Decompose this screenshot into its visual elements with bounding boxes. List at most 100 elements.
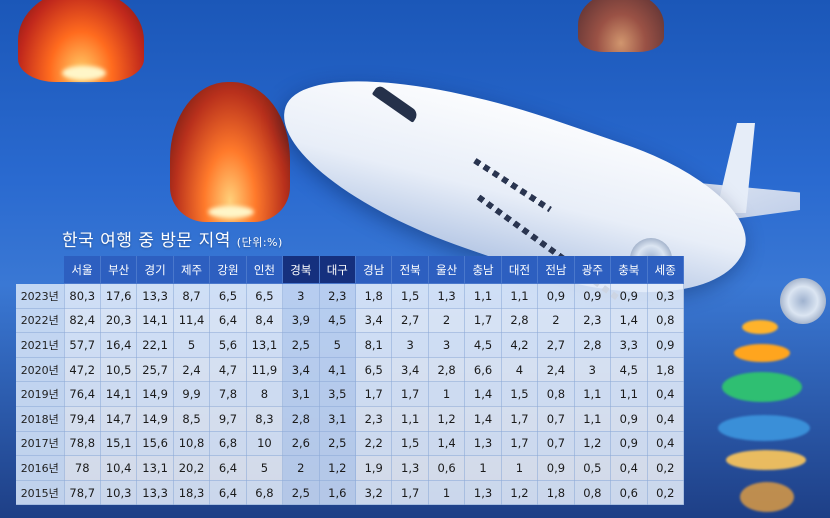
engine-icon — [780, 278, 826, 324]
value-cell: 18,3 — [173, 480, 211, 506]
value-cell: 47,2 — [64, 357, 101, 383]
value-cell: 2,8 — [574, 332, 612, 358]
value-cell: 8,7 — [173, 283, 211, 309]
value-cell: 3 — [428, 332, 466, 358]
value-cell: 3,2 — [355, 480, 393, 506]
column-header-9: 전북 — [391, 256, 429, 284]
value-cell: 1,2 — [319, 455, 357, 481]
value-cell: 2,4 — [173, 357, 211, 383]
value-cell: 1,9 — [355, 455, 393, 481]
value-cell: 0,9 — [647, 332, 684, 358]
value-cell: 1,8 — [537, 480, 575, 506]
visit-region-table: 서울 부산 경기 제주 강원 인천 경북 대구 경남 전북 울산 충남 대전 전남 광주 충북 세종 2023년… — [16, 256, 684, 506]
value-cell: 0,2 — [647, 480, 684, 506]
value-cell: 1 — [428, 381, 466, 407]
value-cell: 14,9 — [136, 381, 174, 407]
column-header-5: 인천 — [246, 256, 284, 284]
value-cell: 16,4 — [100, 332, 138, 358]
table-row: 2018년 79,4 14,7 14,9 8,5 9,7 8,3 2,8 3,1 2,3 1,1 1,… — [16, 406, 684, 432]
airplane-illustration — [261, 8, 826, 335]
value-cell: 1,6 — [319, 480, 357, 506]
value-cell: 10,5 — [100, 357, 138, 383]
value-cell: 2,3 — [319, 283, 357, 309]
value-cell: 0,9 — [610, 431, 648, 457]
column-header-8: 경남 — [355, 256, 393, 284]
value-cell: 2,4 — [537, 357, 575, 383]
value-cell: 0,2 — [647, 455, 684, 481]
value-cell: 7,8 — [209, 381, 247, 407]
tower-light — [742, 320, 778, 334]
column-header-0: 서울 — [64, 256, 101, 284]
value-cell: 57,7 — [64, 332, 101, 358]
value-cell: 6,4 — [209, 308, 247, 334]
value-cell: 1,1 — [610, 381, 648, 407]
value-cell: 1,1 — [501, 283, 539, 309]
value-cell: 1,1 — [574, 406, 612, 432]
value-cell: 20,3 — [100, 308, 138, 334]
lantern-flame-icon — [62, 66, 106, 80]
column-header-11: 충남 — [464, 256, 502, 284]
value-cell: 4 — [501, 357, 539, 383]
column-header-4: 강원 — [209, 256, 247, 284]
column-header-3: 제주 — [173, 256, 211, 284]
value-cell: 2,3 — [355, 406, 393, 432]
value-cell: 0,4 — [647, 406, 684, 432]
table-header: 서울 부산 경기 제주 강원 인천 경북 대구 경남 전북 울산 충남 대전 전남 광주 충북 세종 — [16, 256, 684, 284]
value-cell: 1,4 — [610, 308, 648, 334]
value-cell: 3,4 — [282, 357, 320, 383]
value-cell: 1,5 — [391, 431, 429, 457]
value-cell: 0,6 — [610, 480, 648, 506]
chart-title: 한국 여행 중 방문 지역 (단위:%) — [62, 226, 283, 251]
value-cell: 1,1 — [464, 283, 502, 309]
value-cell: 25,7 — [136, 357, 174, 383]
value-cell: 1,3 — [428, 283, 466, 309]
value-cell: 8,1 — [355, 332, 393, 358]
value-cell: 10,4 — [100, 455, 138, 481]
value-cell: 14,7 — [100, 406, 138, 432]
value-cell: 3,9 — [282, 308, 320, 334]
value-cell: 1,2 — [574, 431, 612, 457]
table-row: 2022년 82,4 20,3 14,1 11,4 6,4 8,4 3,9 4,5 3,4 2,7 2… — [16, 308, 684, 334]
column-header-7: 대구 — [319, 256, 357, 284]
value-cell: 3,4 — [355, 308, 393, 334]
column-header-16: 세종 — [647, 256, 684, 284]
value-cell: 3,1 — [282, 381, 320, 407]
value-cell: 1,5 — [391, 283, 429, 309]
value-cell: 2 — [428, 308, 466, 334]
chart-title-text: 한국 여행 중 방문 지역 — [62, 231, 231, 251]
column-header-6: 경북 — [282, 256, 320, 284]
value-cell: 17,6 — [100, 283, 138, 309]
value-cell: 6,8 — [246, 480, 284, 506]
value-cell: 0,9 — [574, 283, 612, 309]
year-cell: 2022년 — [16, 308, 65, 334]
value-cell: 1,1 — [391, 406, 429, 432]
year-column-header — [16, 256, 64, 284]
value-cell: 10,3 — [100, 480, 138, 506]
value-cell: 11,9 — [246, 357, 284, 383]
value-cell: 2 — [282, 455, 320, 481]
value-cell: 9,9 — [173, 381, 211, 407]
value-cell: 3,3 — [610, 332, 648, 358]
value-cell: 0,4 — [610, 455, 648, 481]
table-row: 2019년 76,4 14,1 14,9 9,9 7,8 8 3,1 3,5 1,7 1,7 1 1,4… — [16, 381, 684, 407]
value-cell: 4,2 — [501, 332, 539, 358]
value-cell: 8,5 — [173, 406, 211, 432]
value-cell: 14,1 — [136, 308, 174, 334]
value-cell: 2,7 — [537, 332, 575, 358]
value-cell: 2,7 — [391, 308, 429, 334]
value-cell: 6,5 — [246, 283, 284, 309]
value-cell: 2,5 — [282, 332, 320, 358]
value-cell: 5 — [246, 455, 284, 481]
value-cell: 0,3 — [647, 283, 684, 309]
table-row: 2016년 78 10,4 13,1 20,2 6,4 5 2 1,2 1,9 1,3 0,6 1 1 0,… — [16, 455, 684, 481]
value-cell: 78 — [64, 455, 101, 481]
year-cell: 2023년 — [16, 283, 65, 309]
value-cell: 1 — [428, 480, 466, 506]
value-cell: 1,3 — [464, 431, 502, 457]
value-cell: 0,5 — [574, 455, 612, 481]
value-cell: 1,8 — [647, 357, 684, 383]
header-row: 서울 부산 경기 제주 강원 인천 경북 대구 경남 전북 울산 충남 대전 전남 광주 충북 세종 — [16, 256, 684, 284]
column-header-13: 전남 — [537, 256, 575, 284]
value-cell: 6,4 — [209, 455, 247, 481]
value-cell: 76,4 — [64, 381, 101, 407]
